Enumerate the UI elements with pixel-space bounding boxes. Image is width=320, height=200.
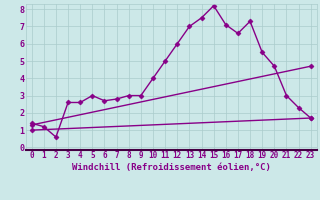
- X-axis label: Windchill (Refroidissement éolien,°C): Windchill (Refroidissement éolien,°C): [72, 163, 271, 172]
